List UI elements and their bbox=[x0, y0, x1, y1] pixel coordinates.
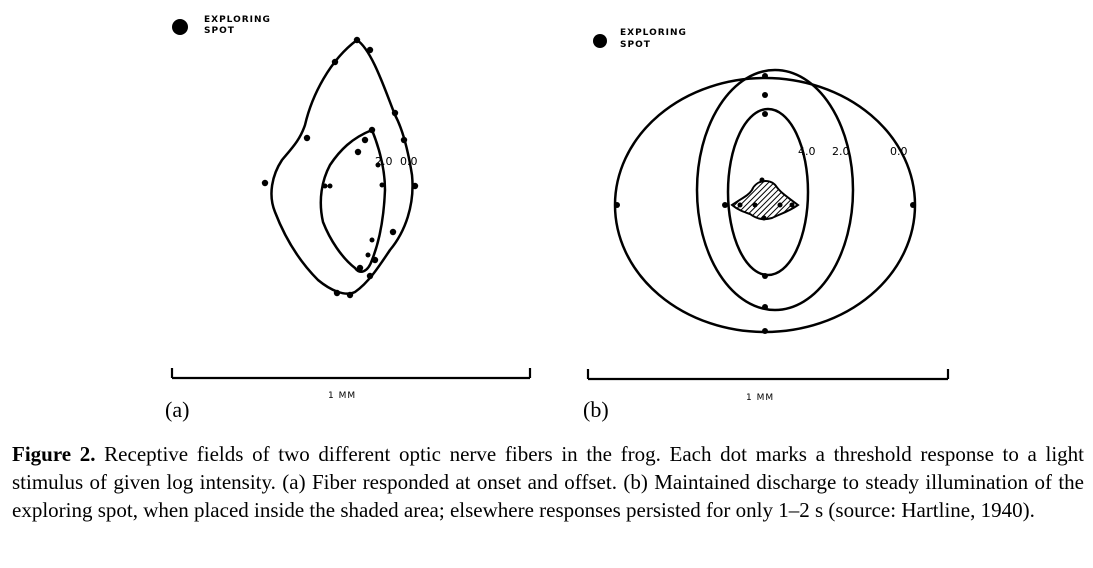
contour-label-0: 0.0 bbox=[890, 145, 908, 158]
caption-prefix: Figure 2. bbox=[12, 442, 96, 466]
contour-label-4: 4.0 bbox=[798, 145, 816, 158]
figure: EXPLORING SPOT bbox=[165, 15, 950, 422]
exploring-spot-icon bbox=[172, 19, 188, 35]
contour-inner bbox=[319, 128, 387, 273]
scale-bar-a bbox=[170, 368, 532, 380]
legend-label-line1: EXPLORING bbox=[204, 15, 271, 25]
contour-4-0 bbox=[726, 107, 810, 277]
threshold-dots-a bbox=[261, 36, 419, 299]
contour-label-outer: 0.0 bbox=[400, 155, 418, 168]
legend-label-line2: SPOT bbox=[620, 40, 651, 50]
legend-label-line1: EXPLORING bbox=[620, 28, 687, 38]
contour-2-0 bbox=[695, 68, 855, 312]
panel-label-b: (b) bbox=[583, 397, 609, 422]
panel-a: EXPLORING SPOT bbox=[165, 15, 532, 422]
contour-label-inner: 2.0 bbox=[375, 155, 393, 168]
scale-label-a: 1 MM bbox=[328, 391, 356, 401]
contour-outer bbox=[270, 38, 414, 295]
scale-label-b: 1 MM bbox=[746, 393, 774, 403]
figure-caption: Figure 2. Receptive fields of two differ… bbox=[12, 440, 1084, 524]
contour-label-2: 2.0 bbox=[832, 145, 850, 158]
panel-b: EXPLORING SPOT 4.0 2.0 0.0 bbox=[583, 28, 950, 422]
scale-bar-b bbox=[586, 369, 950, 381]
shaded-area bbox=[730, 180, 800, 221]
exploring-spot-icon bbox=[593, 34, 607, 48]
caption-text: Receptive fields of two different optic … bbox=[12, 442, 1085, 522]
threshold-dots-b bbox=[614, 73, 916, 334]
legend-label-line2: SPOT bbox=[204, 26, 235, 36]
panel-label-a: (a) bbox=[165, 397, 189, 422]
